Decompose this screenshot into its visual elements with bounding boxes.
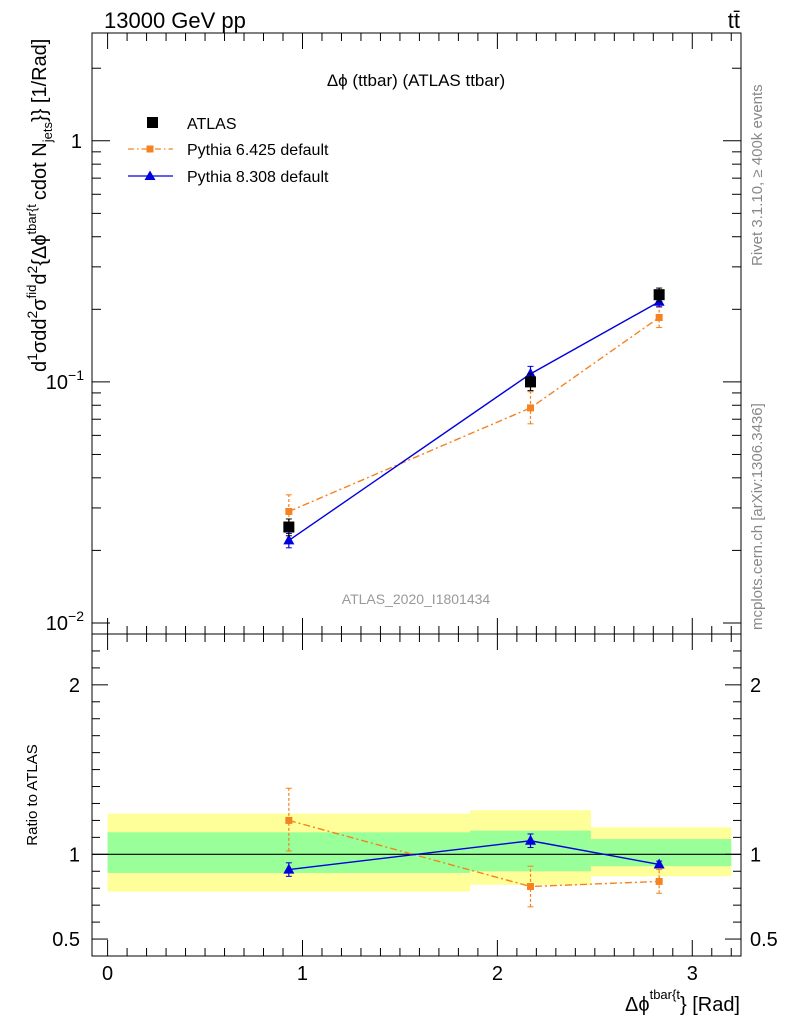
mcplots-reference-label: mcplots.cern.ch [arXiv:1306.3436] <box>749 403 766 630</box>
legend: ATLAS Pythia 6.425 default Pythia 8.308 … <box>128 116 329 186</box>
ratio-y-tick-label-left: 0.5 <box>52 929 80 951</box>
pythia6-point <box>655 313 663 321</box>
rivet-version-label: Rivet 3.1.10, ≥ 400k events <box>749 84 766 266</box>
main-plot-panel: 1 10−1 10−2 Δϕ (ttbar) (ATLAS ttbar) ATLAS… <box>24 33 741 635</box>
y-axis-label: d1σdd2σfidd2{Δϕtbar{tcdot Njets}} [1/Rad… <box>24 39 55 372</box>
svg-text:d1σdd2σfidd2{Δϕtbar{tcdot Njet: d1σdd2σfidd2{Δϕtbar{tcdot Njets}} [1/Rad… <box>24 39 55 372</box>
atlas-data-point <box>283 521 295 533</box>
legend-label-atlas: ATLAS <box>187 116 237 133</box>
ratio-y-tick-label-left: 1 <box>69 844 80 866</box>
y-tick-label: 10−1 <box>46 367 84 394</box>
pythia6-line <box>288 316 660 513</box>
ratio-pythia8-point <box>283 863 295 874</box>
pythia8-line <box>288 301 660 541</box>
legend-label-pythia6: Pythia 6.425 default <box>187 142 329 159</box>
header-process: tt̄ <box>728 8 740 33</box>
ratio-plot-frame <box>91 633 742 957</box>
ratio-y-axis-label: Ratio to ATLAS <box>24 744 41 845</box>
x-tick-label: 3 <box>687 963 698 985</box>
ratio-y-tick-label-right: 1 <box>750 844 761 866</box>
atlas-data-point <box>653 289 665 301</box>
legend-marker-pythia6 <box>146 145 154 153</box>
atlas-data-point <box>525 376 537 388</box>
ratio-pythia6-point <box>285 816 293 824</box>
pythia6-point <box>527 404 535 412</box>
ratio-y-tick-label-left: 2 <box>69 675 80 697</box>
ratio-stat-uncertainty-band <box>590 839 732 867</box>
ratio-pythia8-point <box>525 834 537 845</box>
ratio-plot-panel: 0 1 2 3 0.5 0.5 1 1 2 2 Ratio to ATLAS Δϕtbar{t} … <box>24 634 778 1016</box>
x-tick-label: 1 <box>297 963 308 985</box>
ratio-pythia8-point <box>653 858 665 869</box>
x-axis-label: Δϕtbar{t} [Rad] <box>625 987 740 1016</box>
x-tick-label: 0 <box>102 963 113 985</box>
legend-label-pythia8: Pythia 8.308 default <box>187 169 329 186</box>
y-tick-label: 1 <box>71 131 82 153</box>
pythia8-point <box>525 367 537 378</box>
legend-marker-pythia8 <box>144 170 156 180</box>
ratio-y-tick-label-right: 0.5 <box>750 929 778 951</box>
y-tick-label: 10−2 <box>46 608 84 635</box>
x-tick-label: 2 <box>492 963 503 985</box>
header-energy: 13000 GeV pp <box>104 8 246 33</box>
plot-title: Δϕ (ttbar) (ATLAS ttbar) <box>327 71 505 90</box>
ratio-y-tick-label-right: 2 <box>750 675 761 697</box>
ratio-pythia6-point <box>527 883 535 891</box>
pythia8-point <box>283 534 295 545</box>
pythia6-point <box>285 507 293 515</box>
ratio-pythia6-point <box>655 877 663 885</box>
analysis-watermark: ATLAS_2020_I1801434 <box>342 591 491 607</box>
legend-marker-atlas <box>147 117 158 128</box>
